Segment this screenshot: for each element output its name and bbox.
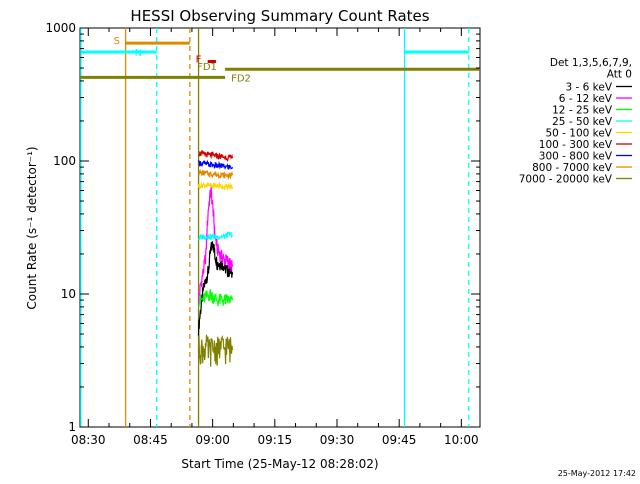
- series-25-50-kev: [197, 231, 234, 241]
- flag-label-fd1-4: FD1: [197, 62, 217, 73]
- y-axis-label: Count Rate (s⁻¹ detector⁻¹): [25, 146, 39, 309]
- series-50-100-kev: [197, 181, 234, 190]
- series-100-300-kev: [198, 149, 234, 162]
- plot-area: [79, 27, 481, 428]
- series-12-25-kev: [198, 289, 234, 308]
- footer-timestamp: 25-May-2012 17:42: [558, 469, 636, 478]
- x-tick-label-4: 09:30: [320, 433, 355, 447]
- series-3-6-kev: [197, 241, 234, 336]
- legend-header-1: Att 0: [607, 69, 632, 81]
- legend-label-0: 3 - 6 keV: [565, 82, 612, 94]
- x-tick-label-0: 08:30: [71, 433, 106, 447]
- x-tick-label-5: 09:45: [382, 433, 417, 447]
- flag-label-n-1: N: [135, 48, 142, 59]
- series-300-800-kev: [197, 159, 234, 170]
- legend-label-3: 25 - 50 keV: [552, 116, 613, 128]
- legend-label-6: 300 - 800 keV: [539, 151, 613, 163]
- y-axis-ticks: 1 10 100 1000: [45, 21, 480, 434]
- flag-label-f-3: F: [196, 54, 202, 65]
- series-800-7000-kev: [198, 169, 234, 181]
- chart-title: HESSI Observing Summary Count Rates: [130, 7, 429, 25]
- legend-label-4: 50 - 100 keV: [545, 128, 612, 140]
- x-tick-label-3: 09:15: [258, 433, 293, 447]
- legend-label-7: 800 - 7000 keV: [532, 162, 613, 174]
- legend-label-1: 6 - 12 keV: [559, 93, 613, 105]
- flag-label-fd2-5: FD2: [231, 73, 251, 84]
- x-axis-ticks: 08:30 08:45 09:00 09:15 09:30 09:45 10:00: [71, 28, 479, 447]
- y-tick-label-0: 1: [68, 420, 76, 434]
- x-tick-label-1: 08:45: [133, 433, 168, 447]
- legend-label-2: 12 - 25 keV: [552, 105, 613, 117]
- x-axis-label: Start Time (25-May-12 08:28:02): [181, 457, 378, 471]
- y-tick-label-3: 1000: [45, 21, 76, 35]
- series-lines: [197, 149, 234, 367]
- legend-label-8: 7000 - 20000 keV: [519, 174, 613, 186]
- vertical-markers: [80, 28, 470, 427]
- legend-label-5: 100 - 300 keV: [539, 139, 613, 151]
- legend-header-0: Det 1,3,5,6,7,9,: [550, 57, 632, 69]
- y-tick-label-2: 100: [53, 154, 76, 168]
- x-tick-label-2: 09:00: [195, 433, 230, 447]
- y-tick-label-1: 10: [61, 287, 76, 301]
- flag-label-s-0: S: [114, 36, 120, 47]
- series-7000-20000-kev: [197, 334, 234, 367]
- x-tick-label-6: 10:00: [444, 433, 479, 447]
